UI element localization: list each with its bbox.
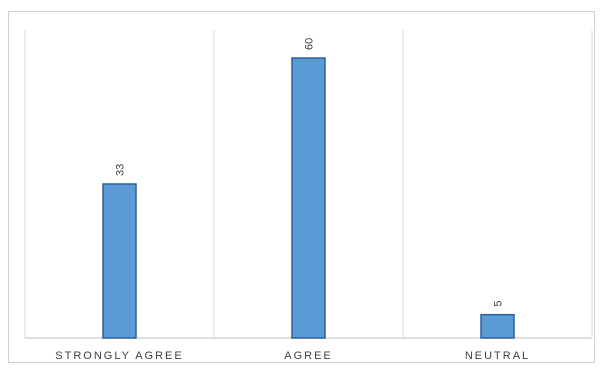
bar-strongly-agree: [102, 183, 137, 339]
data-label: 33: [115, 164, 127, 176]
x-tick-label: STRONGLY AGREE: [55, 350, 183, 362]
x-tick-label: AGREE: [284, 350, 333, 362]
bar-neutral: [480, 313, 515, 339]
bar-layer: [102, 57, 515, 339]
bar-agree: [291, 57, 326, 339]
data-label: 5: [493, 301, 505, 307]
data-label: 60: [304, 38, 316, 50]
label-layer: 33 STRONGLY AGREE 60 AGREE 5 NEUTRAL: [55, 38, 530, 362]
x-tick-label: NEUTRAL: [465, 350, 530, 362]
